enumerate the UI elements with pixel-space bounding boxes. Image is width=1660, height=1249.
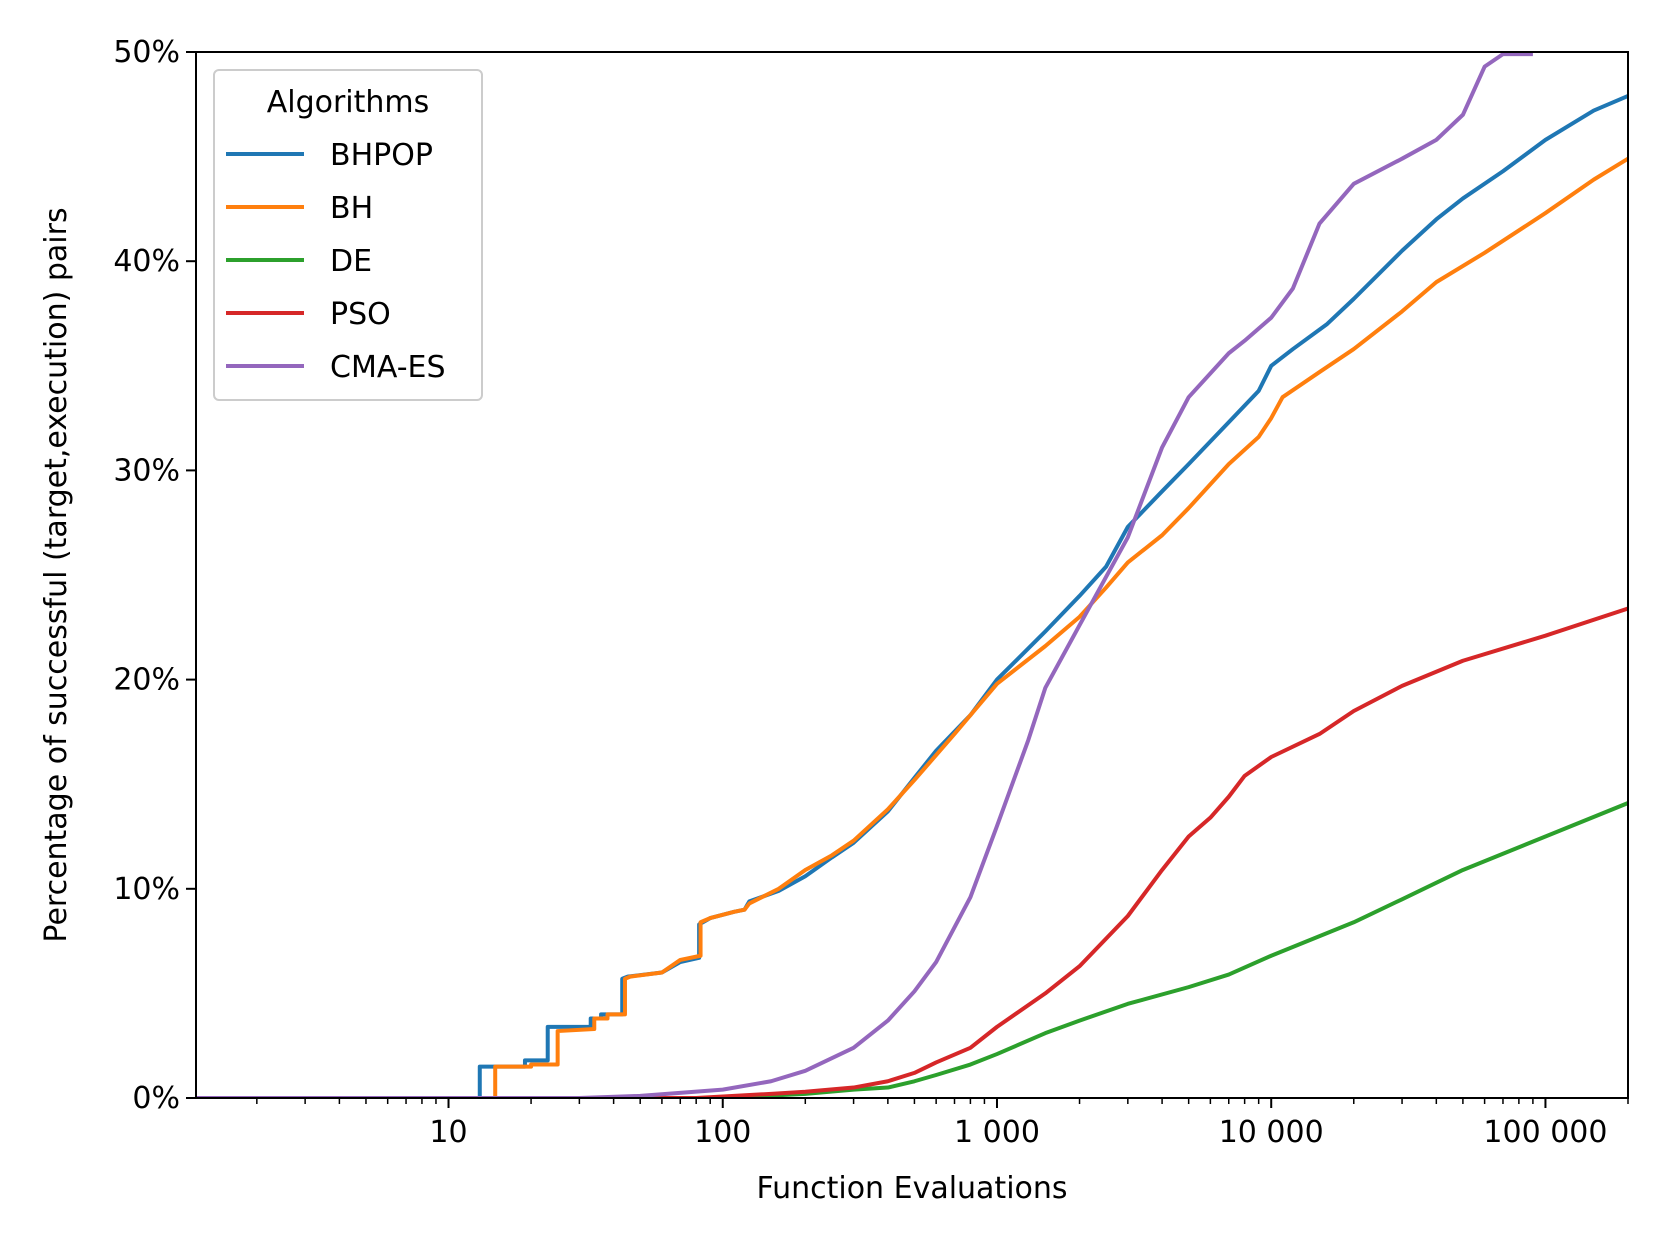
series-line-bh [196, 156, 1628, 1098]
y-tick-label: 40% [113, 244, 180, 279]
y-tick-label: 10% [113, 872, 180, 907]
x-axis-ticks: 10 100 1 000 10 000 100 000 [256, 1098, 1629, 1150]
x-tick-label: 1 000 [954, 1115, 1040, 1150]
legend-label-bhpop: BHPOP [330, 138, 433, 173]
legend-label-pso: PSO [330, 297, 391, 332]
y-axis-label: Percentage of successful (target,executi… [39, 207, 74, 942]
y-tick-label: 0% [132, 1081, 180, 1116]
y-tick-label: 20% [113, 663, 180, 698]
x-tick-label: 10 [429, 1115, 467, 1150]
x-tick-label: 10 000 [1219, 1115, 1324, 1150]
legend: Algorithms BHPOP BH DE PSO CMA-ES [213, 69, 483, 401]
series-line-de [196, 801, 1628, 1098]
x-tick-label: 100 000 [1483, 1115, 1607, 1150]
legend-label-de: DE [330, 244, 372, 279]
legend-label-bh: BH [330, 191, 373, 226]
series-lines [196, 52, 1628, 1098]
y-axis-ticks: 0% 10% 20% 30% 40% 50% [113, 35, 196, 1116]
x-axis-label: Function Evaluations [756, 1171, 1067, 1206]
series-line-pso [196, 606, 1628, 1098]
legend-label-cma-es: CMA-ES [330, 350, 446, 385]
series-line-cma-es [196, 52, 1533, 1098]
legend-items: BHPOP BH DE PSO CMA-ES [226, 138, 446, 385]
x-tick-label: 100 [694, 1115, 751, 1150]
plot-area-frame [195, 51, 1629, 1099]
legend-title: Algorithms [267, 85, 430, 120]
y-tick-label: 30% [113, 453, 180, 488]
y-tick-label: 50% [113, 35, 180, 70]
